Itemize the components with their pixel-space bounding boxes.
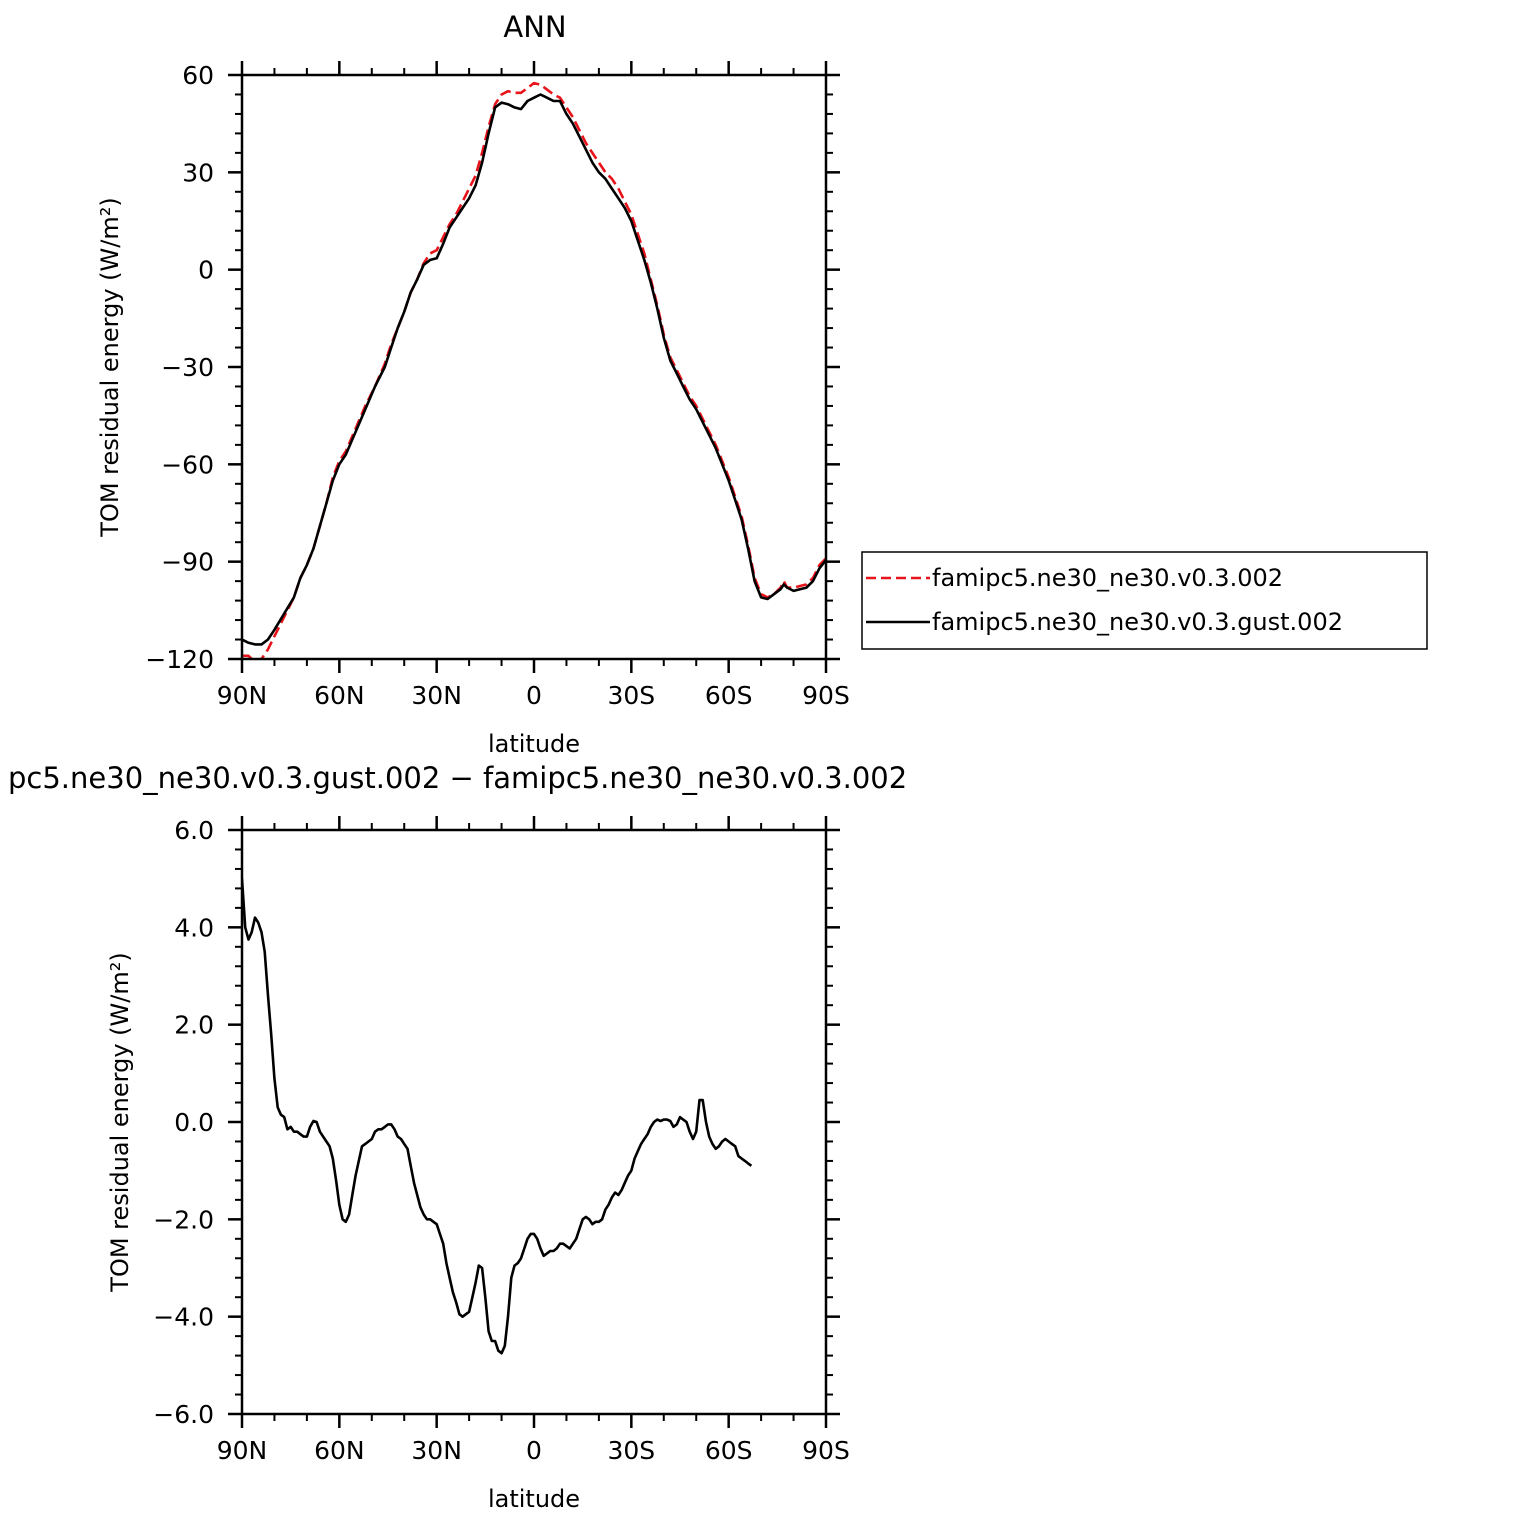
top-chart-title: ANN bbox=[503, 10, 566, 44]
legend-box bbox=[861, 551, 1428, 650]
bottom-y-tick-labels: 6.0 4.0 2.0 0.0 −2.0 −4.0 −6.0 bbox=[153, 816, 214, 1429]
top-y-tick-label: 60 bbox=[182, 61, 214, 90]
bottom-x-tick-label: 60N bbox=[314, 1436, 365, 1465]
bottom-chart-title: pc5.ne30_ne30.v0.3.gust.002 − famipc5.ne… bbox=[8, 761, 907, 795]
top-x-tick-label: 0 bbox=[526, 681, 542, 710]
top-x-tick-label: 30S bbox=[607, 681, 655, 710]
top-x-tick-labels: 90N 60N 30N 0 30S 60S 90S bbox=[217, 681, 850, 710]
bottom-series-line-1 bbox=[242, 878, 753, 1355]
bottom-y-tick-label: 6.0 bbox=[174, 816, 214, 845]
top-ticks bbox=[228, 61, 840, 673]
bottom-y-tick-label: −6.0 bbox=[153, 1400, 214, 1429]
bottom-x-tick-label: 90S bbox=[802, 1436, 850, 1465]
top-series-group bbox=[242, 81, 826, 659]
bottom-x-tick-label: 30S bbox=[607, 1436, 655, 1465]
bottom-y-axis-label: TOM residual energy (W/m²) bbox=[106, 952, 134, 1292]
top-y-axis-label: TOM residual energy (W/m²) bbox=[96, 197, 124, 537]
bottom-x-tick-labels: 90N 60N 30N 0 30S 60S 90S bbox=[217, 1436, 850, 1465]
top-x-tick-label: 90N bbox=[217, 681, 268, 710]
bottom-x-tick-label: 0 bbox=[526, 1436, 542, 1465]
top-y-tick-label: 30 bbox=[182, 158, 214, 187]
bottom-y-tick-label: −4.0 bbox=[153, 1303, 214, 1332]
top-y-tick-labels: 60 30 0 −30 −60 −90 −120 bbox=[145, 61, 214, 674]
bottom-x-axis-label: latitude bbox=[488, 1485, 580, 1513]
top-x-axis-label: latitude bbox=[488, 730, 580, 758]
top-y-tick-label: −120 bbox=[145, 645, 214, 674]
legend: famipc5.ne30_ne30.v0.3.002 famipc5.ne30_… bbox=[861, 551, 1428, 650]
bottom-series-group bbox=[242, 878, 753, 1355]
top-y-tick-label: 0 bbox=[198, 256, 214, 285]
bottom-y-tick-label: 2.0 bbox=[174, 1011, 214, 1040]
top-panel: ANN 90N 60N 30N 0 30S 60S 90S 60 30 0 −30 −60 −90 −1… bbox=[96, 10, 1428, 758]
bottom-x-tick-label: 90N bbox=[217, 1436, 268, 1465]
bottom-y-tick-label: −2.0 bbox=[153, 1205, 214, 1234]
top-x-tick-label: 60N bbox=[314, 681, 365, 710]
top-y-tick-label: −90 bbox=[161, 548, 214, 577]
legend-entry-2: famipc5.ne30_ne30.v0.3.gust.002 bbox=[932, 608, 1343, 636]
top-x-tick-label: 60S bbox=[705, 681, 753, 710]
bottom-panel: pc5.ne30_ne30.v0.3.gust.002 − famipc5.ne… bbox=[8, 761, 907, 1513]
bottom-x-tick-label: 30N bbox=[411, 1436, 462, 1465]
bottom-y-tick-label: 4.0 bbox=[174, 913, 214, 942]
bottom-x-tick-label: 60S bbox=[705, 1436, 753, 1465]
bottom-ticks bbox=[228, 816, 840, 1428]
top-y-tick-label: −60 bbox=[161, 450, 214, 479]
bottom-y-tick-label: 0.0 bbox=[174, 1108, 214, 1137]
top-series-line-2 bbox=[242, 93, 826, 646]
top-y-tick-label: −30 bbox=[161, 353, 214, 382]
legend-entry-1: famipc5.ne30_ne30.v0.3.002 bbox=[932, 564, 1283, 592]
top-x-tick-label: 90S bbox=[802, 681, 850, 710]
top-x-tick-label: 30N bbox=[411, 681, 462, 710]
